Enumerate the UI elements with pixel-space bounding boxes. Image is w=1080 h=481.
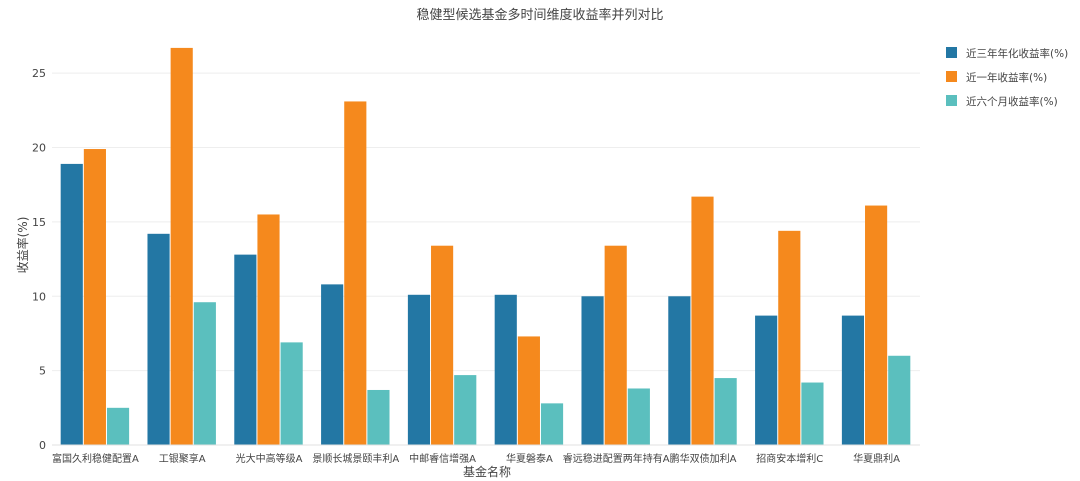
legend-label: 近三年年化收益率(%) (966, 47, 1068, 60)
bar (627, 388, 650, 445)
bar (344, 101, 367, 445)
bar (540, 403, 564, 445)
bar (431, 245, 454, 445)
bar (668, 296, 691, 445)
y-tick-label: 0 (39, 439, 46, 452)
x-tick-label: 中邮睿信增强A (409, 452, 476, 465)
x-tick-label: 招商安本增利C (756, 452, 823, 465)
legend-swatch (946, 71, 957, 82)
y-axis-title: 收益率(%) (15, 217, 30, 274)
bar (257, 214, 280, 445)
y-tick-label: 5 (39, 365, 46, 378)
legend-swatch (946, 95, 957, 106)
bar (234, 254, 257, 445)
bar (147, 233, 170, 445)
bar (280, 342, 303, 445)
x-tick-label: 富国久利稳健配置A (52, 452, 139, 465)
bar (841, 315, 865, 445)
x-axis-title: 基金名称 (463, 464, 511, 479)
x-tick-label: 华夏磐泰A (506, 452, 553, 465)
legend-label: 近一年收益率(%) (966, 71, 1047, 84)
bar (407, 294, 431, 445)
x-tick-label: 鹏华双债加利A (670, 452, 737, 465)
chart-title: 稳健型候选基金多时间维度收益率并列对比 (416, 7, 663, 23)
bar (604, 245, 627, 445)
bar (106, 407, 130, 445)
y-tick-label: 10 (32, 290, 46, 303)
bar (755, 315, 778, 445)
bar (517, 336, 540, 445)
bar (494, 294, 517, 445)
y-tick-label: 25 (32, 67, 46, 80)
bar (801, 382, 824, 445)
bar (888, 355, 911, 445)
bar (193, 302, 216, 445)
x-tick-label: 睿远稳进配置两年持有A (563, 452, 670, 465)
x-tick-label: 工银聚享A (159, 452, 206, 465)
bar (454, 375, 477, 445)
bar (778, 230, 801, 445)
bar (170, 47, 193, 445)
bar (581, 296, 604, 445)
bar (691, 196, 714, 445)
y-tick-label: 20 (32, 142, 46, 155)
bar (321, 284, 344, 445)
legend-label: 近六个月收益率(%) (966, 95, 1058, 108)
y-tick-label: 15 (32, 216, 46, 229)
bar (367, 389, 390, 445)
x-tick-label: 华夏鼎利A (853, 452, 900, 465)
x-tick-label: 景顺长城景颐丰利A (312, 452, 399, 465)
x-tick-label: 光大中高等级A (236, 452, 303, 465)
legend: 近三年年化收益率(%) 近一年收益率(%) 近六个月收益率(%) (946, 47, 1068, 108)
bar (714, 378, 737, 445)
legend-swatch (946, 47, 957, 58)
axes: 0 5 10 15 20 25 富国久利稳健配置A 工银聚享A 光大中高等级A 景顺长城景颐丰利A… (32, 67, 920, 465)
bar (60, 163, 83, 445)
bar (865, 205, 888, 445)
bar (83, 149, 106, 446)
bars (60, 47, 911, 446)
